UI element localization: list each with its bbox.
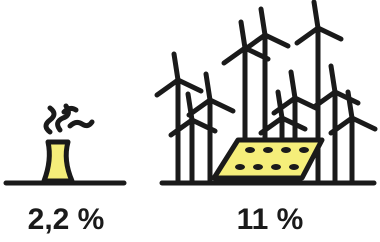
page: 2,2 % 11 % (() => { const data = JSON.pa… <box>0 0 380 242</box>
share-label: 2,2 % <box>28 203 105 236</box>
share-label: 11 % <box>237 203 304 236</box>
infographic: 2,2 % 11 % <box>0 0 380 242</box>
coal-plant-icon <box>6 106 124 183</box>
renewables-icon <box>157 2 375 183</box>
